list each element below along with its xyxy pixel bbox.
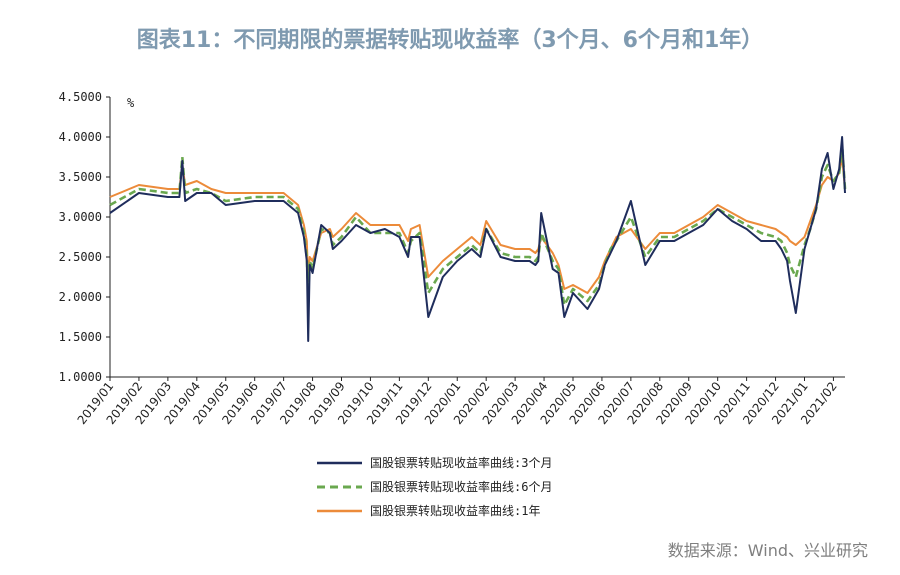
series-line-s3m: [109, 136, 846, 342]
y-axis-label: %: [127, 96, 135, 110]
legend: 国股银票转贴现收益率曲线:3个月国股银票转贴现收益率曲线:6个月国股银票转贴现收…: [317, 455, 552, 518]
y-tick-label: 2.5000: [59, 250, 102, 264]
legend-label-s6m: 国股银票转贴现收益率曲线:6个月: [370, 479, 552, 494]
axes: 4.5000 4.0000 3.5000 3.0000 2.5000 2.0000 1.50…: [59, 90, 845, 427]
y-tick-label: 4.5000: [59, 90, 102, 104]
data-source: 数据来源：Wind、兴业研究: [667, 541, 868, 560]
y-tick-label: 3.0000: [59, 210, 102, 224]
y-tick-label: 1.0000: [59, 370, 102, 384]
y-tick-label: 4.0000: [59, 130, 102, 144]
legend-label-s1y: 国股银票转贴现收益率曲线:1年: [370, 503, 540, 518]
chart-title: 图表11：不同期限的票据转贴现收益率（3个月、6个月和1年）: [136, 28, 764, 53]
y-tick-label: 1.5000: [59, 330, 102, 344]
series-group: [109, 136, 847, 342]
y-tick-label: 3.5000: [59, 170, 102, 184]
legend-label-s3m: 国股银票转贴现收益率曲线:3个月: [370, 455, 552, 470]
series-line-s1y: [109, 156, 846, 294]
y-tick-label: 2.0000: [59, 290, 102, 304]
series-line-s6m: [109, 143, 847, 307]
